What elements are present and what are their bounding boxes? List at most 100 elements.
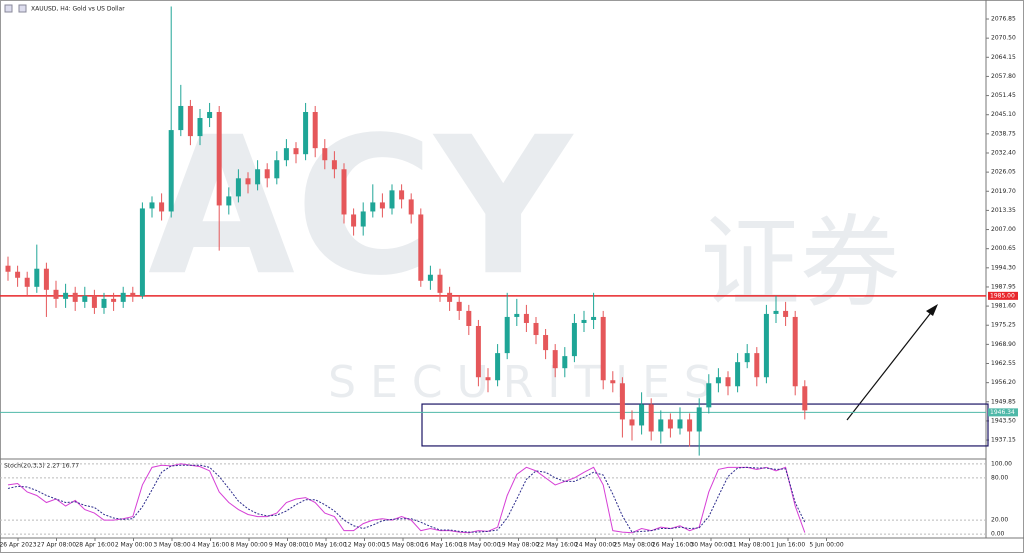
x-tick-label: 28 Apr 16:00 <box>75 542 114 549</box>
candle-body <box>331 160 337 170</box>
candle-body <box>687 419 693 432</box>
x-tick-label: 15 May 08:00 <box>382 542 423 549</box>
y-tick-label: 80.00 <box>991 474 1008 481</box>
candle-body <box>648 404 654 432</box>
arrow-line <box>846 309 934 421</box>
candle-body <box>466 310 472 326</box>
candle-body <box>427 274 433 281</box>
y-tick-label: 1975.25 <box>991 322 1016 329</box>
candle-body <box>149 202 155 209</box>
x-tick-label: 19 May 08:00 <box>498 542 539 549</box>
candle-body <box>763 313 769 378</box>
candle-body <box>82 295 88 302</box>
candle-body <box>312 111 318 149</box>
candle-body <box>658 419 664 432</box>
candle-body <box>24 277 30 287</box>
candle-body <box>802 386 808 411</box>
y-tick-label: 1994.30 <box>991 264 1016 271</box>
y-tick-label: 2045.10 <box>991 111 1016 118</box>
y-tick-label: 2013.35 <box>991 207 1016 214</box>
x-tick-label: 22 May 16:00 <box>536 542 577 549</box>
candle-body <box>43 268 49 290</box>
icon <box>18 4 27 13</box>
x-tick-label: 12 May 00:00 <box>344 542 385 549</box>
candle-body <box>523 313 529 323</box>
candle-body <box>15 271 21 278</box>
trend-arrow <box>846 304 938 421</box>
candle-body <box>600 316 606 381</box>
candle-body <box>562 356 568 369</box>
candle-body <box>504 316 510 354</box>
x-tick-label: 8 May 00:00 <box>230 542 268 549</box>
candle-body <box>735 362 741 387</box>
y-tick-label: 1962.55 <box>991 360 1016 367</box>
x-tick-label: 24 May 00:00 <box>575 542 616 549</box>
stoch-line <box>7 464 806 533</box>
x-tick-label: 9 May 08:00 <box>269 542 307 549</box>
candle-body <box>725 377 731 387</box>
candle-body <box>341 169 347 215</box>
x-tick-label: 30 May 00:00 <box>690 542 731 549</box>
x-tick-label: 27 Apr 08:00 <box>37 542 76 549</box>
candle-body <box>197 118 203 137</box>
y-tick-label: 2064.15 <box>991 54 1016 61</box>
x-tick-label: 2 May 00:00 <box>115 542 153 549</box>
candle-body <box>399 190 405 200</box>
candle-body <box>159 202 165 212</box>
candle-body <box>245 178 251 185</box>
y-tick-label: 2070.50 <box>991 35 1016 42</box>
candle-body <box>303 111 309 155</box>
x-tick-label: 10 May 16:00 <box>305 542 346 549</box>
candle-body <box>274 160 280 179</box>
candle-body <box>255 169 261 185</box>
x-tick-label: 3 May 08:00 <box>153 542 191 549</box>
candle-body <box>168 130 174 212</box>
candle-body <box>187 105 193 137</box>
candle-body <box>389 190 395 209</box>
candle-body <box>639 404 645 426</box>
candle-body <box>475 325 481 378</box>
y-tick-label: 1956.20 <box>991 379 1016 386</box>
chart-title: XAUUSD, H4: Gold vs US Dollar <box>31 6 125 13</box>
candle-body <box>754 353 760 378</box>
candle-body <box>34 268 40 287</box>
y-tick-label: 1937.15 <box>991 437 1016 444</box>
candle-body <box>744 353 750 363</box>
y-tick-label: 1943.50 <box>991 417 1016 424</box>
candle-body <box>370 202 376 212</box>
candle-body <box>447 292 453 302</box>
candle-body <box>283 148 289 161</box>
candle-body <box>120 292 126 302</box>
watermark: ACY 证券 S E C U R I T I E S <box>148 96 900 408</box>
candle-body <box>130 292 136 296</box>
x-tick-label: 18 May 00:00 <box>459 542 500 549</box>
candle-body <box>408 199 414 215</box>
support-zone <box>421 403 989 447</box>
price-tag <box>988 291 1018 300</box>
y-tick-label: 2057.80 <box>991 73 1016 80</box>
y-tick-label: 2032.40 <box>991 149 1016 156</box>
candle-body <box>773 310 779 314</box>
candle-body <box>226 196 232 206</box>
candle-body <box>101 298 107 308</box>
x-tick-label: 25 May 08:00 <box>613 542 654 549</box>
candle-body <box>72 292 78 302</box>
candle-body <box>216 111 222 206</box>
arrow-head <box>926 304 938 316</box>
x-tick-label: 26 Apr 2023 <box>0 542 37 549</box>
candle-body <box>360 211 366 227</box>
y-tick-label: 2007.00 <box>991 226 1016 233</box>
candle-body <box>91 295 97 308</box>
y-tick-label: 1968.90 <box>991 341 1016 348</box>
candle-body <box>351 214 357 227</box>
candle-body <box>696 407 702 432</box>
x-tick-label: 4 May 16:00 <box>192 542 230 549</box>
candle-body <box>543 335 549 351</box>
candle-body <box>379 202 385 209</box>
y-tick-label: 2076.85 <box>991 16 1016 23</box>
candle-body <box>715 377 721 384</box>
y-tick-label: 2019.70 <box>991 188 1016 195</box>
candle-body <box>495 353 501 381</box>
candle-body <box>437 274 443 293</box>
